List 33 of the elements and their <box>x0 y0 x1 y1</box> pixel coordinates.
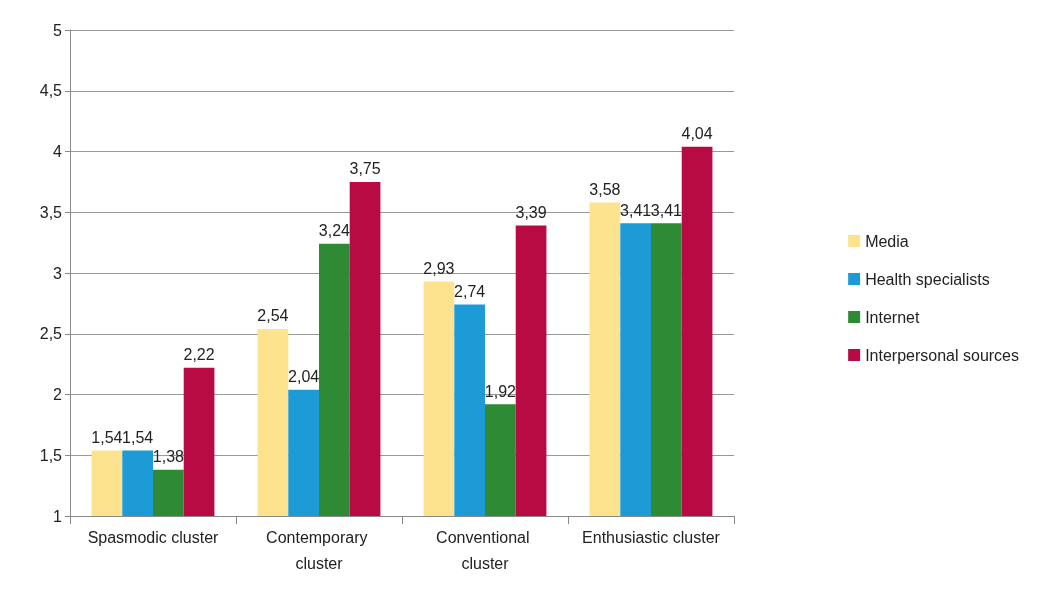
data-label: 1,54 <box>91 428 123 446</box>
y-tick-label: 5 <box>53 21 63 39</box>
y-tick-label: 3 <box>53 264 63 282</box>
data-label: 2,54 <box>257 307 289 325</box>
legend-label: Internet <box>865 308 920 326</box>
y-tick-label: 1,5 <box>39 446 63 464</box>
y-tick-label: 2,5 <box>39 325 63 343</box>
data-label: 2,93 <box>423 260 455 278</box>
data-label: 3,58 <box>589 181 621 199</box>
data-label: 2,22 <box>183 346 215 364</box>
data-label: 1,92 <box>484 382 517 400</box>
data-label: 3,39 <box>515 204 547 222</box>
legend-label: Health specialists <box>865 270 990 288</box>
data-label: 3,41 <box>650 201 683 219</box>
data-label: 1,54 <box>122 428 154 446</box>
legend-label: Media <box>865 232 909 250</box>
data-label: 3,41 <box>620 201 652 219</box>
x-tick-label: Spasmodic cluster <box>87 528 220 546</box>
x-tick-label: Enthusiastic cluster <box>582 528 721 546</box>
data-label: 4,04 <box>681 125 713 143</box>
x-tick-label: Conventional cluster <box>436 528 534 572</box>
y-tick-label: 2 <box>53 386 63 403</box>
data-label: 2,04 <box>288 368 320 386</box>
y-tick-label: 4 <box>53 143 63 160</box>
y-tick-label: 3,5 <box>39 203 63 221</box>
data-label: 1,38 <box>152 448 185 466</box>
data-label: 3,24 <box>318 222 351 240</box>
data-label: 2,74 <box>454 283 486 301</box>
y-tick-label: 4,5 <box>39 82 63 100</box>
data-label: 3,75 <box>349 160 381 178</box>
y-tick-label: 1 <box>53 507 63 525</box>
legend-label: Interpersonal sources <box>865 346 1019 364</box>
x-tick-label: Contemporary cluster <box>266 528 372 572</box>
